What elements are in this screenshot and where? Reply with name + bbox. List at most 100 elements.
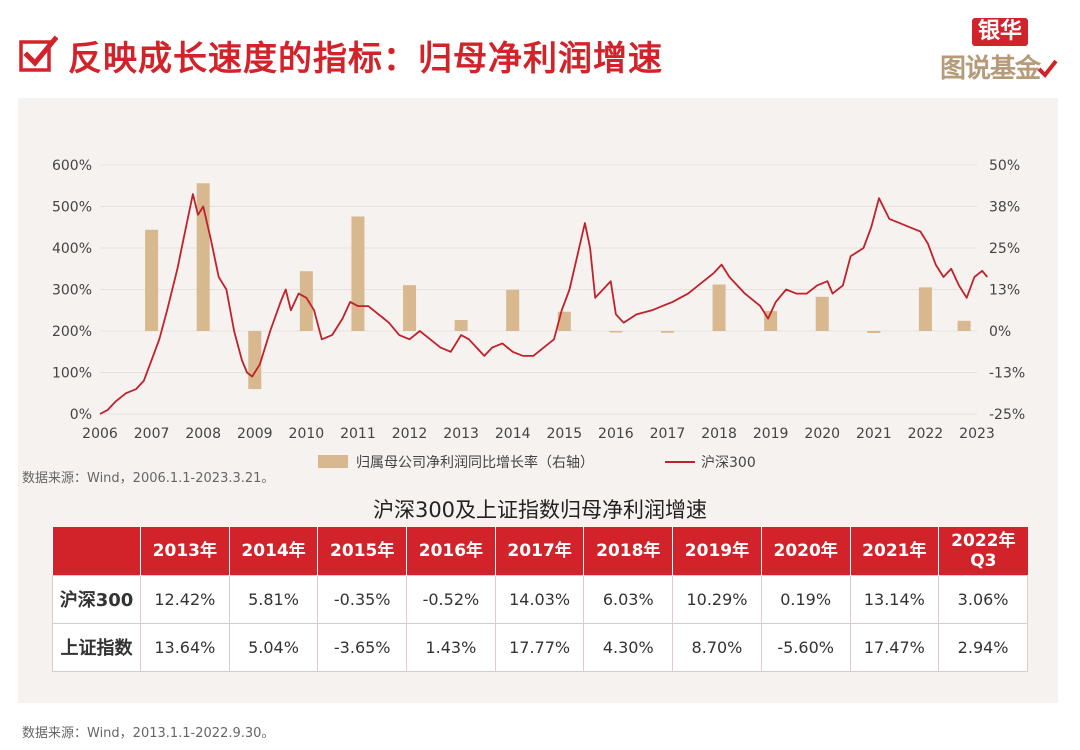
y-left-tick-label: 500%: [52, 200, 92, 216]
x-tick-label: 2018: [701, 426, 737, 442]
x-tick-label: 2006: [82, 426, 118, 442]
series-line-hs300: [99, 193, 988, 415]
checkbox-icon: [18, 35, 59, 75]
chart-source: 数据来源：Wind，2006.1.1-2023.3.21。: [22, 471, 275, 486]
table-cell: 13.14%: [849, 574, 940, 624]
table-cell: 6.03%: [583, 574, 674, 624]
table-title: 沪深300及上证指数归母净利润增速: [372, 498, 708, 522]
y-right-tick-label: 25%: [989, 241, 1020, 257]
logo-line2: 图说基金: [939, 54, 1041, 84]
combo-chart: 0% 100% 200% 300% 400% 500% 600% -25% -13% 0% 13% 2…: [52, 158, 1025, 471]
table-row: 上证指数 13.64% 5.04% -3.65% 1.43% 17.77% 4.30% 8.7…: [52, 622, 1028, 672]
data-table: 2013年 2014年 2015年 2016年 2017年 2018年 2019年 2020年…: [52, 527, 1028, 672]
column-header: 2015年: [317, 527, 407, 575]
bar: [454, 320, 468, 331]
x-tick-label: 2017: [650, 426, 686, 442]
x-tick-label: 2014: [495, 426, 531, 442]
table-cell: -5.60%: [760, 622, 851, 672]
x-tick-label: 2023: [959, 426, 995, 442]
x-tick-label: 2015: [546, 426, 582, 442]
bar: [557, 311, 571, 331]
table-header-row: 2013年 2014年 2015年 2016年 2017年 2018年 2019年 2020年…: [52, 527, 1028, 575]
x-tick-label: 2011: [340, 426, 376, 442]
logo-check-icon: [1037, 59, 1058, 79]
table-cell: 0.19%: [760, 574, 851, 624]
column-header: 2019年: [672, 527, 762, 575]
table-cell: 5.04%: [228, 622, 319, 672]
brand-logo: 银华 图说基金: [938, 18, 1058, 84]
column-header: [52, 527, 141, 575]
y-right-tick-label: 13%: [989, 283, 1020, 299]
x-tick-label: 2013: [443, 426, 479, 442]
table-cell: -0.52%: [406, 574, 496, 624]
table-cell: 13.64%: [140, 622, 230, 672]
title-bar: 反映成长速度的指标：归母净利润增速: [18, 30, 663, 80]
table-source: 数据来源：Wind，2013.1.1-2022.9.30。: [22, 726, 275, 741]
y-left-tick-label: 200%: [52, 324, 92, 340]
y-left-tick-label: 600%: [52, 158, 92, 174]
y-left-tick-label: 400%: [52, 241, 92, 257]
table-row: 沪深300 12.42% 5.81% -0.35% -0.52% 14.03% 6.03% 1…: [52, 574, 1028, 624]
page-title: 反映成长速度的指标：归母净利润增速: [68, 38, 663, 79]
table-cell: -0.35%: [317, 574, 408, 624]
legend-swatch-bar: [318, 455, 348, 468]
y-left-tick-label: 300%: [52, 283, 92, 299]
y-right-tick-label: 50%: [989, 158, 1020, 174]
column-header: 2021年: [849, 527, 939, 575]
table-body: 沪深300 12.42% 5.81% -0.35% -0.52% 14.03% 6.03% 1…: [52, 574, 1028, 672]
bar: [145, 229, 159, 331]
bar: [957, 320, 971, 331]
bar: [660, 331, 674, 333]
bar: [351, 216, 365, 331]
bar: [196, 183, 210, 331]
logo-line1: 银华: [971, 18, 1028, 46]
column-header: 2022年 Q3: [938, 527, 1028, 575]
bar: [299, 271, 313, 331]
column-header: 2020年: [760, 527, 850, 575]
x-tick-label: 2007: [134, 426, 170, 442]
bar: [712, 284, 726, 331]
y-right-tick-label: 38%: [989, 200, 1020, 216]
column-header: 2013年: [140, 527, 230, 575]
x-tick-label: 2012: [392, 426, 428, 442]
x-tick-label: 2009: [237, 426, 273, 442]
column-header: 2017年: [494, 527, 584, 575]
x-tick-label: 2016: [598, 426, 634, 442]
table-cell: 17.77%: [494, 622, 585, 672]
table-cell: 17.47%: [849, 622, 940, 672]
table-cell: 1.43%: [406, 622, 496, 672]
table-cell: 5.81%: [228, 574, 319, 624]
x-tick-label: 2022: [908, 426, 944, 442]
bar: [918, 287, 932, 331]
y-left-tick-label: 100%: [52, 366, 92, 382]
legend-label-bar: 归属母公司净利润同比增长率（右轴）: [356, 454, 594, 471]
table-cell: 12.42%: [140, 574, 230, 624]
row-label: 沪深300: [52, 574, 141, 624]
table-cell: -3.65%: [317, 622, 408, 672]
table-cell: 14.03%: [494, 574, 585, 624]
table-cell: 10.29%: [672, 574, 762, 624]
table-cell: 2.94%: [938, 622, 1028, 672]
row-label: 上证指数: [52, 622, 141, 672]
table-cell: 3.06%: [938, 574, 1028, 624]
bar: [403, 285, 417, 331]
bar: [815, 296, 829, 331]
table-cell: 4.30%: [583, 622, 674, 672]
bar: [506, 289, 520, 331]
y-right-tick-label: -13%: [989, 366, 1025, 382]
legend-label-line: 沪深300: [701, 455, 756, 471]
x-tick-label: 2019: [753, 426, 789, 442]
y-right-tick-label: -25%: [989, 407, 1025, 423]
y-right-tick-label: 0%: [989, 324, 1011, 340]
bar: [248, 331, 262, 390]
x-tick-label: 2021: [856, 426, 892, 442]
bar: [609, 331, 623, 333]
column-header: 2014年: [228, 527, 318, 575]
y-left-tick-label: 0%: [70, 407, 92, 423]
bar: [867, 331, 881, 333]
column-header: 2018年: [583, 527, 673, 575]
x-tick-label: 2008: [185, 426, 221, 442]
table-cell: 8.70%: [672, 622, 762, 672]
column-header: 2016年: [406, 527, 496, 575]
x-tick-label: 2010: [289, 426, 325, 442]
